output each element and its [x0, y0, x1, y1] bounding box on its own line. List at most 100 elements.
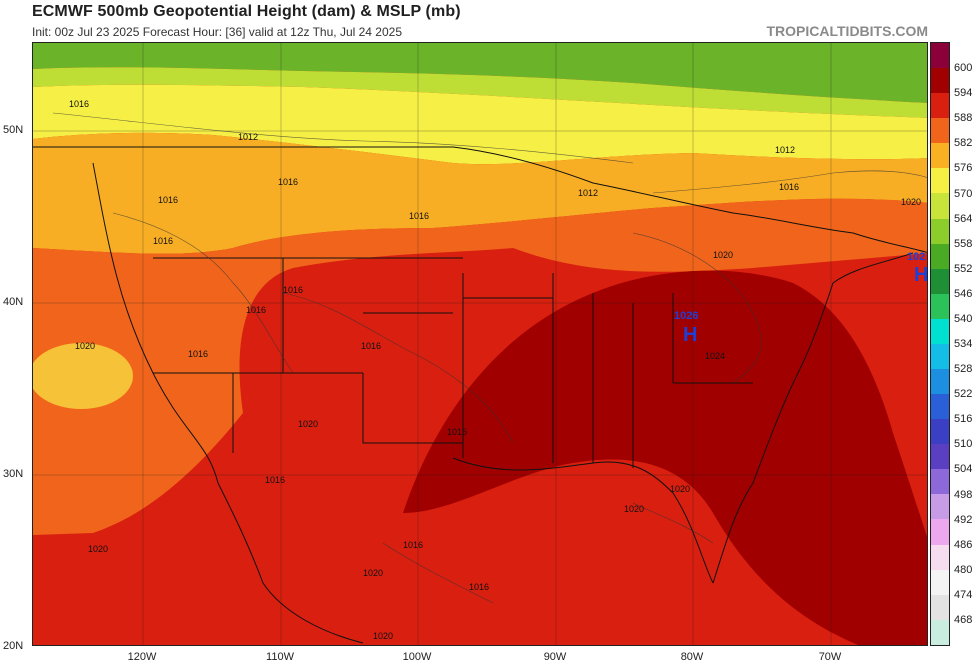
isobar-label: 1012 [578, 188, 598, 198]
colorbar-level-label: 480 [954, 563, 973, 576]
lat-label: 30N [3, 468, 24, 480]
high-pressure-letter: H [683, 324, 697, 346]
isobar-label: 1020 [670, 484, 690, 494]
band-576 [33, 84, 927, 165]
high-pressure-center[interactable]: 102 H [907, 251, 928, 286]
colorbar-segment [931, 494, 949, 520]
high-pressure-value: 1026 [674, 310, 698, 322]
isobar-label: 1016 [265, 475, 285, 485]
isobar-label: 1016 [361, 341, 381, 351]
colorbar-level-label: 570 [954, 187, 973, 200]
watermark: TROPICALTIDBITS.COM [766, 23, 928, 39]
high-pressure-center[interactable]: 1026 H [674, 310, 698, 346]
high-pressure-letter: H [914, 264, 928, 286]
band-582-outer [33, 198, 927, 535]
colorbar-segment [931, 544, 949, 570]
band-594 [403, 270, 927, 645]
band-564 [33, 43, 927, 103]
isobar-label: 1020 [88, 544, 108, 554]
map-svg: 1016 1012 1016 1016 1016 1016 1016 1020 … [33, 43, 928, 645]
map-panel[interactable]: 1016 1012 1016 1016 1016 1016 1016 1020 … [32, 42, 928, 646]
isobar-label: 1016 [469, 582, 489, 592]
isobar-label: 1016 [283, 285, 303, 295]
lon-label: 120W [127, 651, 157, 663]
isobar-label: 1020 [713, 250, 733, 260]
high-pressure-value: 102 [907, 251, 925, 263]
lat-label: 40N [3, 296, 24, 308]
lon-label: 110W [266, 651, 294, 663]
isobar-label: 1016 [158, 195, 178, 205]
colorbar-segment [931, 318, 949, 344]
colorbar-segment [931, 293, 949, 319]
colorbar-segment [931, 419, 949, 445]
colorbar-level-label: 534 [954, 338, 973, 350]
isobar-labels: 1016 1012 1016 1016 1016 1016 1016 1020 … [69, 99, 921, 641]
colorbar-segment [931, 619, 949, 645]
isobar-label: 1016 [246, 305, 266, 315]
colorbar-level-label: 594 [954, 87, 973, 100]
colorbar-segment [931, 43, 949, 69]
colorbar-level-label: 468 [954, 613, 973, 626]
isobar-label: 1012 [238, 132, 258, 142]
colorbar-segment [931, 343, 949, 370]
colorbar-segment [931, 243, 949, 269]
graticule [33, 43, 927, 645]
colorbar-segment [931, 118, 949, 144]
band-570 [33, 67, 927, 118]
isobar-label: 1016 [278, 177, 298, 187]
colorbar-segment [931, 594, 949, 620]
colorbar-level-label: 528 [954, 363, 973, 376]
isobar-label: 1016 [409, 211, 429, 221]
colorbar-segment [931, 168, 949, 194]
isobar-label: 1016 [153, 236, 173, 246]
isobar-label: 1016 [447, 427, 467, 437]
isobar-label: 1024 [705, 351, 725, 361]
chart-subtitle: Init: 00z Jul 23 2025 Forecast Hour: [36… [32, 25, 403, 39]
chart-title: ECMWF 500mb Geopotential Height (dam) & … [32, 3, 461, 20]
lat-label: 50N [3, 124, 24, 136]
isobar-label: 1016 [188, 349, 208, 359]
colorbar-segment [931, 369, 949, 395]
colorbar-level-label: 504 [954, 463, 973, 476]
band-582 [33, 132, 927, 254]
colorbar [930, 42, 950, 646]
colorbar-segment [931, 469, 949, 495]
isobar-contours [52, 112, 927, 604]
isobar-label: 1016 [779, 182, 799, 192]
isobar-label: 1020 [363, 568, 383, 578]
isobar-label: 1020 [75, 341, 95, 351]
colorbar-segment [931, 569, 949, 595]
isobar-label: 1020 [624, 504, 644, 514]
lon-label: 80W [680, 651, 704, 663]
colorbar-level-label: 600 [954, 62, 973, 75]
colorbar-segment [931, 444, 949, 470]
colorbar-level-label: 558 [954, 237, 973, 250]
isobar-label: 1012 [775, 145, 795, 155]
colorbar-level-label: 576 [954, 162, 973, 175]
colorbar-segment [931, 193, 949, 219]
isobar-label: 1020 [373, 631, 393, 641]
colorbar-level-label: 588 [954, 112, 973, 125]
colorbar-segment [931, 394, 949, 420]
isobar-label: 1016 [403, 540, 423, 550]
colorbar-level-label: 552 [954, 262, 973, 275]
colorbar-segment [931, 93, 949, 119]
colorbar-level-label: 540 [954, 312, 973, 325]
colorbar-level-label: 546 [954, 287, 973, 300]
colorbar-level-label: 522 [954, 388, 973, 401]
colorbar-segment [931, 143, 949, 169]
colorbar-segment [931, 68, 949, 94]
isobar-label: 1020 [901, 197, 921, 207]
lon-label: 90W [543, 651, 567, 663]
isobar-label: 1016 [69, 99, 89, 109]
colorbar-segment [931, 218, 949, 244]
colorbar-level-label: 510 [954, 438, 973, 451]
colorbar-segment [931, 519, 949, 545]
colorbar-segment [931, 268, 949, 294]
colorbar-level-label: 474 [954, 588, 973, 601]
lat-label: 20N [3, 640, 24, 652]
lon-label: 70W [818, 651, 842, 663]
colorbar-level-label: 486 [954, 538, 973, 551]
colorbar-level-label: 582 [954, 137, 973, 150]
colorbar-level-label: 498 [954, 488, 973, 501]
